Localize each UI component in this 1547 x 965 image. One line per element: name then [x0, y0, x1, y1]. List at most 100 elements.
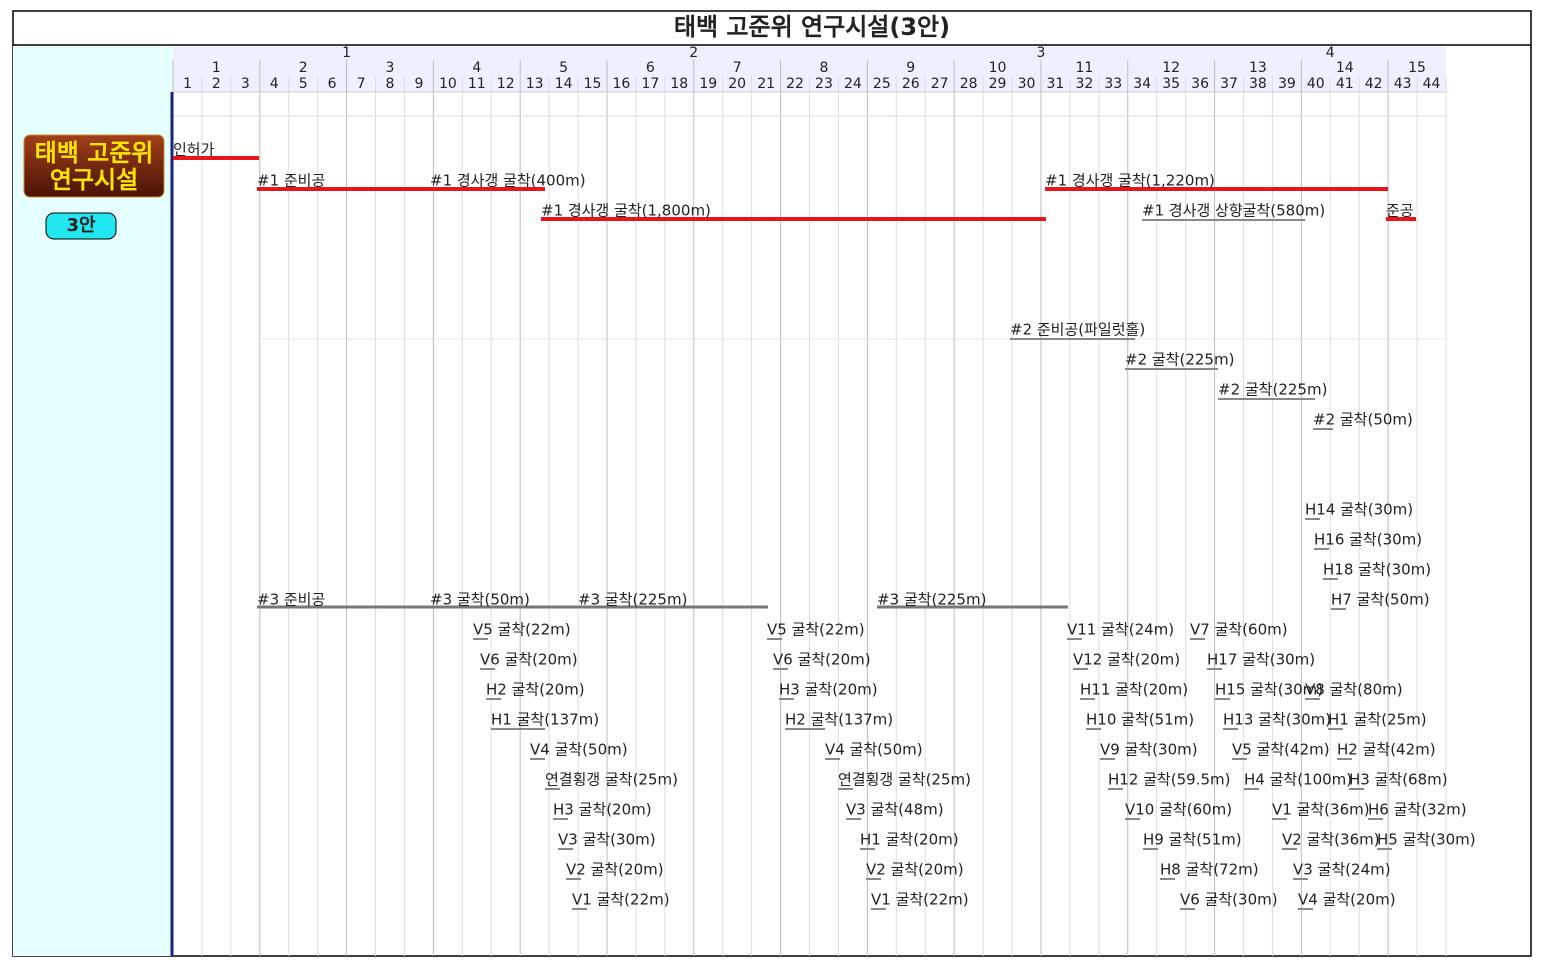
title: 태백 고준위 연구시설(3안)	[674, 13, 950, 41]
task-label: 준공	[1386, 202, 1414, 220]
task-label: H11 굴착(20m)	[1080, 681, 1188, 699]
task-label: H15 굴착(30m)	[1215, 681, 1323, 699]
task-label: V2 굴착(20m)	[566, 861, 664, 879]
month-label: 22	[786, 76, 804, 92]
month-label: 26	[902, 76, 920, 92]
month-label: 10	[439, 76, 457, 92]
quarter-label: 6	[646, 60, 655, 76]
task-label: H7 굴착(50m)	[1331, 591, 1430, 609]
quarter-label: 15	[1408, 60, 1426, 76]
month-label: 1	[183, 76, 192, 92]
task-label: V5 굴착(42m)	[1232, 741, 1330, 759]
task-label: 인허가	[173, 141, 215, 159]
month-label: 8	[386, 76, 395, 92]
month-label: 43	[1394, 76, 1412, 92]
month-label: 19	[699, 76, 717, 92]
quarter-label: 10	[989, 60, 1007, 76]
quarter-label: 7	[733, 60, 742, 76]
task-label: V4 굴착(50m)	[530, 741, 628, 759]
month-label: 39	[1278, 76, 1296, 92]
task-label: H16 굴착(30m)	[1314, 531, 1422, 549]
task-label: #3 굴착(225m)	[877, 591, 986, 609]
quarter-label: 3	[386, 60, 395, 76]
task-label: V3 굴착(30m)	[558, 831, 656, 849]
task-label: V4 굴착(20m)	[1298, 891, 1396, 909]
quarter-label: 13	[1249, 60, 1267, 76]
task-label: V8 굴착(80m)	[1305, 681, 1403, 699]
task-label: H17 굴착(30m)	[1207, 651, 1315, 669]
task-label: V1 굴착(22m)	[572, 891, 670, 909]
month-label: 21	[757, 76, 775, 92]
task-label: V6 굴착(20m)	[773, 651, 871, 669]
task-label: H6 굴착(32m)	[1368, 801, 1467, 819]
task-label: H2 굴착(42m)	[1337, 741, 1436, 759]
month-label: 42	[1365, 76, 1383, 92]
task-label: V3 굴착(24m)	[1293, 861, 1391, 879]
task-label: H3 굴착(20m)	[553, 801, 652, 819]
task-label: V6 굴착(30m)	[1180, 891, 1278, 909]
month-label: 35	[1162, 76, 1180, 92]
quarter-label: 12	[1162, 60, 1180, 76]
grid: 1 2 3 4 5 6 7 8 9 10 11 12 13 14 15 16 17 18 19 20 21 22 23 24 2…	[172, 45, 1447, 956]
quarter-label: 2	[299, 60, 308, 76]
task-label: H2 굴착(137m)	[785, 711, 893, 729]
task-label: V10 굴착(60m)	[1125, 801, 1232, 819]
task-label: V2 굴착(36m)	[1282, 831, 1380, 849]
month-label: 41	[1336, 76, 1354, 92]
month-label: 6	[328, 76, 337, 92]
task-label: #2 준비공(파일럿홀)	[1010, 321, 1145, 339]
month-label: 20	[728, 76, 746, 92]
task-label: #1 경사갱 굴착(400m)	[430, 172, 586, 190]
task-label: V11 굴착(24m)	[1067, 621, 1174, 639]
task-label: V1 굴착(36m)	[1272, 801, 1370, 819]
task-label: #3 굴착(50m)	[430, 591, 530, 609]
month-label: 14	[555, 76, 573, 92]
left-panel	[13, 46, 172, 956]
task-label: H12 굴착(59.5m)	[1108, 771, 1230, 789]
task-label: #1 경사갱 굴착(1,800m)	[541, 202, 711, 220]
task-label: V4 굴착(50m)	[825, 741, 923, 759]
month-label: 34	[1133, 76, 1151, 92]
task-label: H9 굴착(51m)	[1143, 831, 1242, 849]
quarter-label: 5	[559, 60, 568, 76]
month-label: 11	[468, 76, 486, 92]
quarter-label: 9	[906, 60, 915, 76]
task-label: #3 준비공	[257, 591, 325, 609]
month-label: 37	[1220, 76, 1238, 92]
task-label: H5 굴착(30m)	[1377, 831, 1476, 849]
task-label: #3 굴착(225m)	[578, 591, 687, 609]
month-label: 33	[1104, 76, 1122, 92]
month-label: 36	[1191, 76, 1209, 92]
month-label: 25	[873, 76, 891, 92]
month-label: 4	[270, 76, 279, 92]
task-label: H10 굴착(51m)	[1086, 711, 1194, 729]
year-label: 3	[1036, 45, 1045, 61]
month-label: 38	[1249, 76, 1267, 92]
month-label: 12	[497, 76, 515, 92]
task-label: #1 경사갱 상향굴착(580m)	[1142, 202, 1325, 220]
frame	[12, 10, 1532, 957]
task-label: 연결횡갱 굴착(25m)	[545, 771, 678, 789]
task-label: V5 굴착(22m)	[473, 621, 571, 639]
task-label: #2 굴착(50m)	[1313, 411, 1413, 429]
task-label: V2 굴착(20m)	[866, 861, 964, 879]
month-label: 44	[1423, 76, 1441, 92]
quarter-label: 1	[212, 60, 221, 76]
month-label: 28	[960, 76, 978, 92]
task-label: V3 굴착(48m)	[846, 801, 944, 819]
task-label: V12 굴착(20m)	[1073, 651, 1180, 669]
task-label: V9 굴착(30m)	[1100, 741, 1198, 759]
quarter-label: 8	[820, 60, 829, 76]
year-label: 4	[1326, 45, 1335, 61]
task-label: V1 굴착(22m)	[871, 891, 969, 909]
year-label: 1	[342, 45, 351, 61]
month-label: 9	[414, 76, 423, 92]
task-label: H1 굴착(25m)	[1328, 711, 1427, 729]
month-label: 24	[844, 76, 862, 92]
task-label: #1 경사갱 굴착(1,220m)	[1045, 172, 1215, 190]
task-label: H4 굴착(100m)	[1244, 771, 1352, 789]
month-label: 3	[241, 76, 250, 92]
task-label: H1 굴착(137m)	[491, 711, 599, 729]
month-label: 5	[299, 76, 308, 92]
